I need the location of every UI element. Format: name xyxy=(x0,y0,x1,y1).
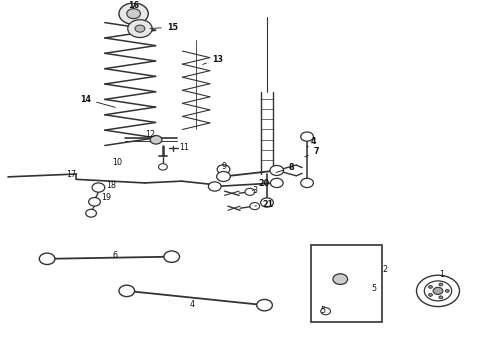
Text: 1: 1 xyxy=(440,270,444,279)
Text: 20: 20 xyxy=(252,180,270,190)
Circle shape xyxy=(164,251,179,262)
Circle shape xyxy=(261,198,273,207)
Text: 16: 16 xyxy=(128,1,139,10)
Circle shape xyxy=(127,9,141,19)
Circle shape xyxy=(217,165,230,174)
Circle shape xyxy=(270,166,284,175)
Circle shape xyxy=(250,203,260,210)
Circle shape xyxy=(208,182,221,191)
Text: 19: 19 xyxy=(101,193,111,202)
Text: 13: 13 xyxy=(203,55,223,64)
Circle shape xyxy=(119,3,148,24)
Text: 10: 10 xyxy=(112,158,122,167)
Circle shape xyxy=(321,308,331,315)
Text: 7: 7 xyxy=(305,148,319,157)
Circle shape xyxy=(39,253,55,265)
Circle shape xyxy=(301,132,314,141)
Text: 12: 12 xyxy=(146,130,156,139)
Circle shape xyxy=(439,296,443,299)
Circle shape xyxy=(429,285,433,288)
Circle shape xyxy=(433,287,443,294)
Circle shape xyxy=(424,281,452,301)
Text: 18: 18 xyxy=(106,181,116,190)
Circle shape xyxy=(86,209,97,217)
Text: 9: 9 xyxy=(221,162,226,171)
Circle shape xyxy=(159,164,167,170)
Text: 4: 4 xyxy=(307,137,317,147)
Circle shape xyxy=(333,274,347,284)
Circle shape xyxy=(445,289,449,292)
Text: 21: 21 xyxy=(255,200,273,209)
Circle shape xyxy=(217,171,230,181)
Circle shape xyxy=(119,285,135,297)
Circle shape xyxy=(439,283,443,286)
Text: 5: 5 xyxy=(371,284,376,293)
Circle shape xyxy=(245,188,255,195)
Circle shape xyxy=(135,25,145,32)
Text: 14: 14 xyxy=(80,95,115,107)
Text: 5: 5 xyxy=(320,306,326,315)
Circle shape xyxy=(301,178,314,188)
Text: 2: 2 xyxy=(383,265,388,274)
Text: 17: 17 xyxy=(66,170,76,179)
Text: 3: 3 xyxy=(252,185,257,194)
Circle shape xyxy=(416,275,460,307)
Text: 6: 6 xyxy=(112,251,117,260)
Text: 8: 8 xyxy=(276,163,294,172)
Text: 11: 11 xyxy=(179,143,189,152)
Circle shape xyxy=(92,183,105,192)
Circle shape xyxy=(429,293,433,296)
Circle shape xyxy=(257,300,272,311)
Text: 15: 15 xyxy=(150,23,178,32)
Text: 4: 4 xyxy=(190,300,195,309)
Circle shape xyxy=(270,178,283,188)
Circle shape xyxy=(150,135,162,144)
Circle shape xyxy=(128,20,152,37)
Circle shape xyxy=(89,198,100,206)
Bar xyxy=(311,245,382,322)
